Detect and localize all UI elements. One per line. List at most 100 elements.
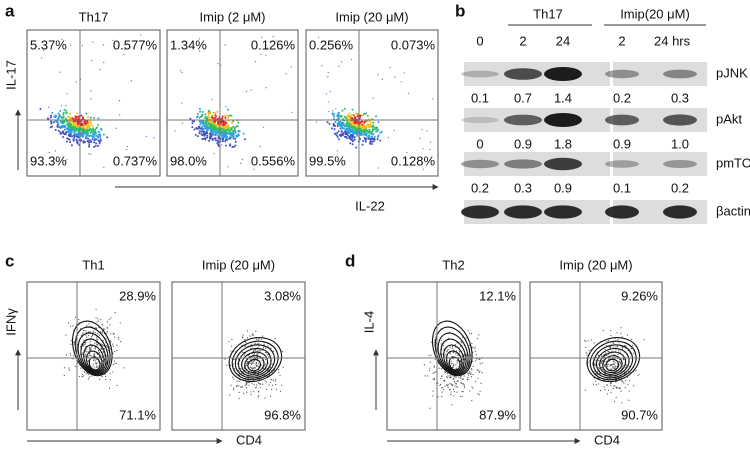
event-dot <box>95 138 97 140</box>
event-dot <box>266 87 267 88</box>
event-dot <box>465 337 466 338</box>
event-dot <box>352 122 354 124</box>
event-dot <box>114 363 115 364</box>
event-dot <box>65 133 67 135</box>
event-dot <box>257 365 258 366</box>
event-dot <box>338 122 340 124</box>
event-dot <box>209 123 211 125</box>
event-dot <box>632 345 633 346</box>
event-dot <box>637 375 638 376</box>
event-dot <box>232 136 234 138</box>
plot-title: Imip (20 μM) <box>559 257 632 272</box>
event-dot <box>292 112 293 113</box>
event-dot <box>99 133 101 135</box>
event-dot <box>469 371 470 372</box>
event-dot <box>631 339 632 340</box>
event-dot <box>278 372 279 373</box>
event-dot <box>242 386 243 387</box>
event-dot <box>103 44 104 45</box>
event-dot <box>591 339 592 340</box>
event-dot <box>61 126 63 128</box>
event-dot <box>440 378 441 379</box>
event-dot <box>374 136 376 138</box>
event-dot <box>461 342 462 343</box>
event-dot <box>353 133 355 135</box>
event-dot <box>451 361 452 362</box>
event-dot <box>609 365 610 366</box>
event-dot <box>362 140 364 142</box>
event-dot <box>64 125 66 127</box>
event-dot <box>439 385 440 386</box>
event-dot <box>131 80 132 81</box>
event-dot <box>232 126 234 128</box>
event-dot <box>326 93 327 94</box>
event-dot <box>270 379 271 380</box>
event-dot <box>265 364 266 365</box>
event-dot <box>78 319 79 320</box>
event-dot <box>114 361 115 362</box>
contour <box>593 344 633 381</box>
event-dot <box>77 128 79 130</box>
event-dot <box>95 317 96 318</box>
event-dot <box>454 385 455 386</box>
event-dot <box>616 387 617 388</box>
event-dot <box>120 322 121 323</box>
event-dot <box>336 134 338 136</box>
event-dot <box>229 138 231 140</box>
event-dot <box>217 111 219 113</box>
event-dot <box>91 336 92 337</box>
event-dot <box>247 361 248 362</box>
event-dot <box>434 366 435 367</box>
event-dot <box>441 368 442 369</box>
event-dot <box>225 359 226 360</box>
event-dot <box>237 133 239 135</box>
event-dot <box>630 348 631 349</box>
event-dot <box>83 375 84 376</box>
event-dot <box>435 334 436 335</box>
event-dot <box>95 348 96 349</box>
event-dot <box>68 138 70 140</box>
event-dot <box>100 128 102 130</box>
event-dot <box>102 324 103 325</box>
event-dot <box>105 376 106 377</box>
event-dot <box>258 363 259 364</box>
event-dot <box>217 134 219 136</box>
event-dot <box>370 133 372 135</box>
event-dot <box>89 353 90 354</box>
event-dot <box>394 76 395 77</box>
event-dot <box>83 140 85 142</box>
event-dot <box>206 135 208 137</box>
lane-label: 24 hrs <box>654 33 691 48</box>
event-dot <box>420 138 421 139</box>
event-dot <box>266 389 267 390</box>
event-dot <box>331 127 333 129</box>
event-dot <box>76 141 78 143</box>
event-dot <box>75 115 77 117</box>
event-dot <box>73 124 75 126</box>
event-dot <box>432 390 433 391</box>
event-dot <box>120 341 121 342</box>
event-dot <box>268 384 269 385</box>
event-dot <box>366 138 368 140</box>
event-dot <box>350 129 352 131</box>
event-dot <box>460 341 461 342</box>
event-dot <box>90 140 92 142</box>
event-dot <box>468 330 469 331</box>
event-dot <box>363 122 365 124</box>
event-dot <box>83 345 84 346</box>
event-dot <box>607 384 608 385</box>
event-dot <box>103 62 104 63</box>
event-dot <box>606 355 607 356</box>
event-dot <box>236 386 237 387</box>
event-dot <box>110 317 111 318</box>
event-dot <box>83 344 84 345</box>
event-dot <box>480 363 481 364</box>
event-dot <box>97 333 98 334</box>
event-dot <box>443 380 444 381</box>
event-dot <box>93 117 95 119</box>
event-dot <box>254 354 255 355</box>
event-dot <box>90 122 92 124</box>
event-dot <box>195 127 197 129</box>
event-dot <box>475 351 476 352</box>
event-dot <box>251 344 252 345</box>
